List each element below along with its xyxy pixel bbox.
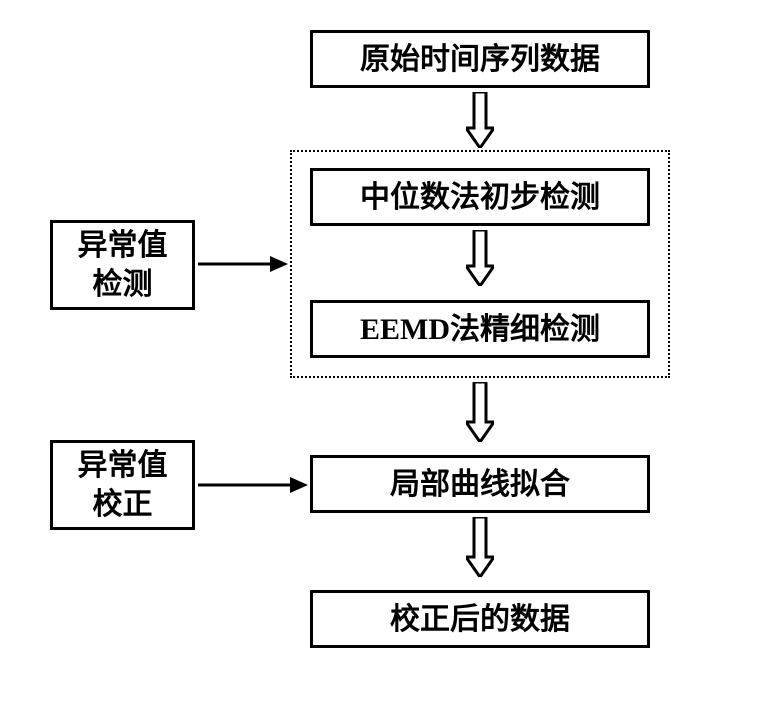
label-original-data: 原始时间序列数据	[360, 40, 600, 79]
arrow-down-3	[466, 382, 494, 442]
box-result: 校正后的数据	[310, 590, 650, 648]
arrow-down-2	[466, 230, 494, 286]
arrow-down-4	[466, 517, 494, 577]
label-curve-fit: 局部曲线拟合	[390, 465, 570, 504]
box-eemd-detect: EEMD法精细检测	[310, 300, 650, 358]
label-median-detect: 中位数法初步检测	[360, 178, 600, 217]
box-median-detect: 中位数法初步检测	[310, 168, 650, 226]
box-side-detect: 异常值 检测	[50, 220, 195, 310]
box-original-data: 原始时间序列数据	[310, 30, 650, 88]
label-result: 校正后的数据	[390, 600, 570, 639]
box-side-correct: 异常值 校正	[50, 440, 195, 530]
arrow-down-1	[466, 92, 494, 148]
label-side-detect: 异常值 检测	[78, 226, 168, 304]
label-side-correct: 异常值 校正	[78, 446, 168, 524]
arrow-side-detect	[198, 256, 288, 277]
arrow-side-correct	[198, 477, 308, 498]
label-eemd-detect: EEMD法精细检测	[360, 310, 600, 349]
box-curve-fit: 局部曲线拟合	[310, 455, 650, 513]
